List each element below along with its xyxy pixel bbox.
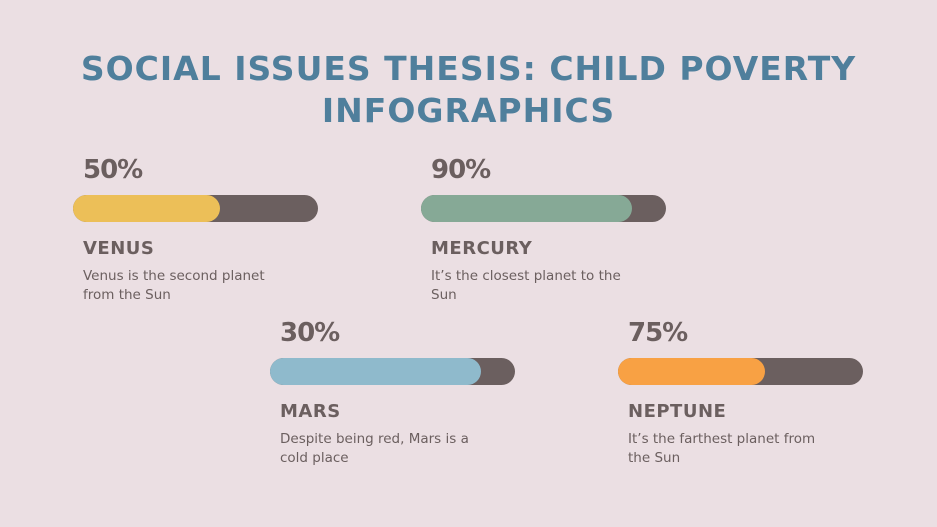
progress-bar-fill (421, 195, 632, 222)
percent-label: 30% (280, 318, 340, 348)
item-description: It’s the farthest planet from the Sun (628, 431, 816, 466)
percent-label: 90% (431, 155, 491, 185)
percent-label: 75% (628, 318, 688, 348)
item-name: VENUS (83, 238, 155, 259)
stat-venus: 50% VENUS Venus is the second planet fro… (73, 155, 323, 305)
stat-mars: 30% MARS Despite being red, Mars is a co… (270, 318, 520, 468)
progress-bar-fill (73, 195, 220, 222)
progress-bar-track (73, 195, 318, 222)
item-name: MERCURY (431, 238, 533, 259)
item-description: Despite being red, Mars is a cold place (280, 431, 469, 466)
progress-bar-track (618, 358, 863, 385)
page-title: SOCIAL ISSUES THESIS: CHILD POVERTY INFO… (80, 49, 857, 130)
progress-bar-fill (618, 358, 765, 385)
progress-bar-track (421, 195, 666, 222)
item-name: MARS (280, 401, 341, 422)
item-name: NEPTUNE (628, 401, 727, 422)
progress-bar-fill (270, 358, 481, 385)
percent-label: 50% (83, 155, 143, 185)
stat-mercury: 90% MERCURY It’s the closest planet to t… (421, 155, 671, 305)
stat-neptune: 75% NEPTUNE It’s the farthest planet fro… (618, 318, 868, 468)
progress-bar-track (270, 358, 515, 385)
item-description: It’s the closest planet to the Sun (431, 268, 621, 303)
item-description: Venus is the second planet from the Sun (83, 268, 265, 303)
